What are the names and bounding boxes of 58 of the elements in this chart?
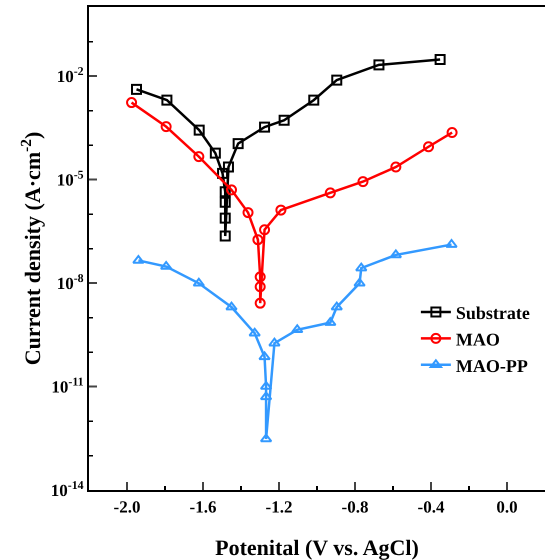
- point: [324, 187, 336, 198]
- point: [423, 141, 434, 152]
- point: [258, 351, 271, 360]
- x-tick-label: 0.0: [496, 497, 518, 516]
- point: [390, 249, 402, 258]
- point: [259, 224, 270, 236]
- y-tick-label: 10$^{-2}$: [56, 64, 84, 86]
- point: [330, 302, 343, 310]
- point: [131, 84, 142, 95]
- legend-label: Substrate: [456, 302, 530, 323]
- y-tick-label: 10$^{-11}$: [51, 374, 84, 396]
- point: [220, 212, 231, 224]
- point: [132, 254, 145, 264]
- point: [254, 271, 266, 282]
- point: [390, 162, 402, 173]
- point: [324, 317, 336, 326]
- point: [192, 278, 206, 287]
- point: [232, 138, 244, 150]
- point: [353, 278, 366, 287]
- point: [291, 324, 304, 334]
- y-tick-label: 10$^{-14}$: [50, 478, 84, 500]
- x-tick-label: -2.0: [114, 497, 140, 516]
- point: [220, 230, 231, 242]
- point: [252, 234, 264, 246]
- x-tick-label: -1.6: [190, 497, 216, 516]
- point: [254, 281, 266, 292]
- point: [278, 114, 290, 126]
- point: [161, 94, 172, 106]
- point: [275, 204, 286, 216]
- point: [308, 94, 320, 106]
- point: [446, 127, 458, 138]
- point: [355, 262, 368, 272]
- point: [210, 148, 221, 159]
- point: [242, 207, 254, 218]
- point: [220, 186, 231, 198]
- point: [373, 59, 384, 70]
- point: [126, 97, 138, 108]
- point: [357, 176, 368, 188]
- x-tick-label: -1.2: [266, 497, 292, 516]
- legend-label: MAO-PP: [456, 356, 528, 376]
- y-tick-label: 10$^{-5}$: [56, 167, 84, 190]
- point: [217, 168, 228, 179]
- point: [331, 74, 342, 86]
- x-tick-label: -0.8: [342, 497, 368, 516]
- x-axis-title: Potenital (V vs. AgCl): [215, 535, 419, 560]
- point: [222, 162, 234, 173]
- point: [434, 54, 446, 66]
- x-tick-label: -0.4: [418, 497, 445, 516]
- point: [194, 124, 205, 136]
- legend-label: MAO: [456, 329, 500, 350]
- point: [193, 151, 204, 162]
- y-tick-label: 10$^{-8}$: [56, 270, 84, 293]
- point: [260, 391, 272, 400]
- point: [226, 184, 237, 196]
- point: [160, 121, 172, 132]
- point: [220, 196, 231, 208]
- point: [259, 122, 270, 133]
- point: [254, 298, 266, 309]
